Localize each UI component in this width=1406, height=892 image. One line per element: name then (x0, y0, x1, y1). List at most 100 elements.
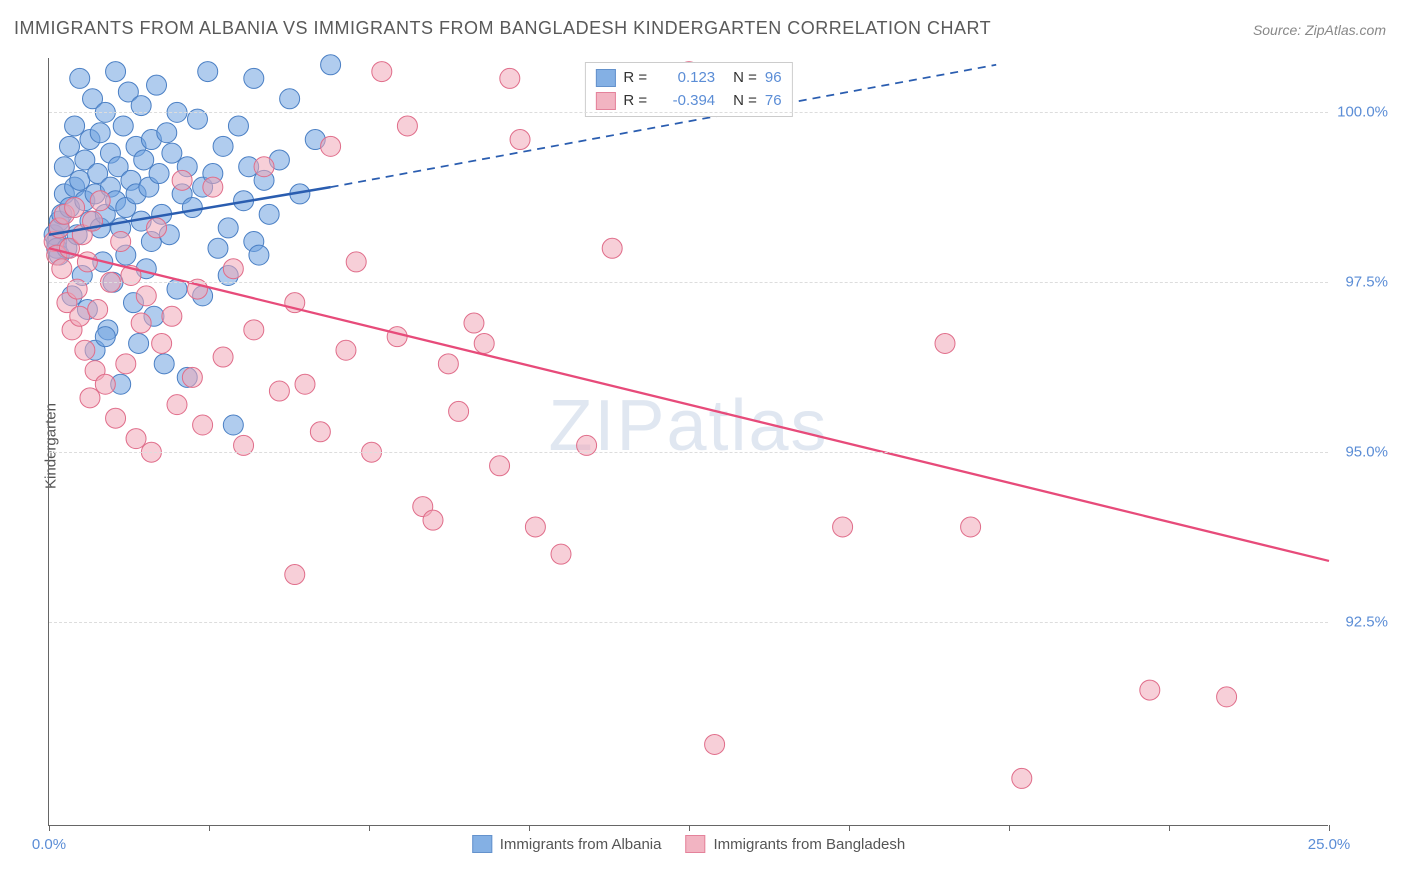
swatch-bangladesh-bottom (685, 835, 705, 853)
data-point-bangladesh (213, 347, 233, 367)
gridline (49, 622, 1328, 623)
trendline-bangladesh (49, 248, 1329, 561)
data-point-bangladesh (203, 177, 223, 197)
legend-item-bangladesh: Immigrants from Bangladesh (685, 835, 905, 853)
x-tick (369, 825, 370, 831)
data-point-bangladesh (88, 299, 108, 319)
data-point-albania (198, 62, 218, 82)
data-point-bangladesh (705, 734, 725, 754)
x-tick (849, 825, 850, 831)
series-label-bangladesh: Immigrants from Bangladesh (713, 836, 905, 853)
data-point-bangladesh (551, 544, 571, 564)
x-tick (689, 825, 690, 831)
x-tick (1169, 825, 1170, 831)
data-point-bangladesh (147, 218, 167, 238)
data-point-bangladesh (182, 367, 202, 387)
x-tick-label: 0.0% (32, 836, 66, 853)
gridline (49, 282, 1328, 283)
data-point-bangladesh (75, 340, 95, 360)
data-point-bangladesh (833, 517, 853, 537)
data-point-bangladesh (90, 191, 110, 211)
data-point-albania (154, 354, 174, 374)
data-point-bangladesh (193, 415, 213, 435)
data-point-bangladesh (1140, 680, 1160, 700)
data-point-albania (149, 164, 169, 184)
data-point-bangladesh (162, 306, 182, 326)
legend-row-bangladesh: R = -0.394 N = 76 (595, 90, 781, 113)
data-point-bangladesh (438, 354, 458, 374)
data-point-albania (113, 116, 133, 136)
r-value-bangladesh: -0.394 (655, 90, 715, 113)
data-point-bangladesh (285, 565, 305, 585)
data-point-bangladesh (490, 456, 510, 476)
n-label: N = (733, 90, 757, 113)
gridline (49, 112, 1328, 113)
data-point-bangladesh (1012, 768, 1032, 788)
x-tick (1329, 825, 1330, 831)
data-point-bangladesh (152, 333, 172, 353)
data-point-albania (259, 204, 279, 224)
data-point-bangladesh (65, 198, 85, 218)
legend-item-albania: Immigrants from Albania (472, 835, 662, 853)
data-point-albania (129, 333, 149, 353)
r-label: R = (623, 67, 647, 90)
chart-title: IMMIGRANTS FROM ALBANIA VS IMMIGRANTS FR… (14, 18, 991, 39)
y-tick-label: 95.0% (1345, 444, 1388, 461)
n-label: N = (733, 67, 757, 90)
data-point-albania (65, 116, 85, 136)
data-point-albania (228, 116, 248, 136)
swatch-albania (595, 69, 615, 87)
data-point-albania (59, 136, 79, 156)
data-point-albania (95, 327, 115, 347)
data-point-albania (218, 218, 238, 238)
data-point-albania (90, 123, 110, 143)
data-point-bangladesh (961, 517, 981, 537)
correlation-legend: R = 0.123 N = 96 R = -0.394 N = 76 (584, 62, 792, 117)
x-tick (49, 825, 50, 831)
data-point-albania (182, 198, 202, 218)
data-point-albania (223, 415, 243, 435)
data-point-bangladesh (1217, 687, 1237, 707)
data-point-albania (106, 62, 126, 82)
data-point-bangladesh (510, 130, 530, 150)
data-point-bangladesh (95, 374, 115, 394)
data-point-bangladesh (321, 136, 341, 156)
data-point-bangladesh (935, 333, 955, 353)
series-legend: Immigrants from Albania Immigrants from … (472, 835, 905, 853)
series-label-albania: Immigrants from Albania (500, 836, 662, 853)
chart-plot-area: ZIPatlas R = 0.123 N = 96 R = -0.394 N =… (48, 58, 1328, 826)
scatter-svg (49, 58, 1328, 825)
data-point-bangladesh (464, 313, 484, 333)
data-point-bangladesh (372, 62, 392, 82)
source-name: ZipAtlas.com (1305, 22, 1386, 38)
gridline (49, 452, 1328, 453)
data-point-albania (147, 75, 167, 95)
y-tick-label: 92.5% (1345, 614, 1388, 631)
x-tick (1009, 825, 1010, 831)
data-point-albania (54, 157, 74, 177)
data-point-bangladesh (223, 259, 243, 279)
x-tick (209, 825, 210, 831)
data-point-bangladesh (423, 510, 443, 530)
data-point-bangladesh (136, 286, 156, 306)
data-point-bangladesh (131, 313, 151, 333)
source-label: Source: (1253, 22, 1301, 38)
y-tick-label: 100.0% (1337, 104, 1388, 121)
data-point-bangladesh (500, 68, 520, 88)
data-point-albania (134, 150, 154, 170)
data-point-bangladesh (106, 408, 126, 428)
data-point-albania (249, 245, 269, 265)
r-value-albania: 0.123 (655, 67, 715, 90)
data-point-bangladesh (111, 232, 131, 252)
data-point-bangladesh (387, 327, 407, 347)
data-point-bangladesh (116, 354, 136, 374)
data-point-bangladesh (254, 157, 274, 177)
r-label: R = (623, 90, 647, 113)
data-point-bangladesh (80, 388, 100, 408)
data-point-bangladesh (346, 252, 366, 272)
data-point-bangladesh (397, 116, 417, 136)
data-point-bangladesh (126, 429, 146, 449)
x-tick (529, 825, 530, 831)
data-point-albania (70, 68, 90, 88)
swatch-bangladesh (595, 92, 615, 110)
